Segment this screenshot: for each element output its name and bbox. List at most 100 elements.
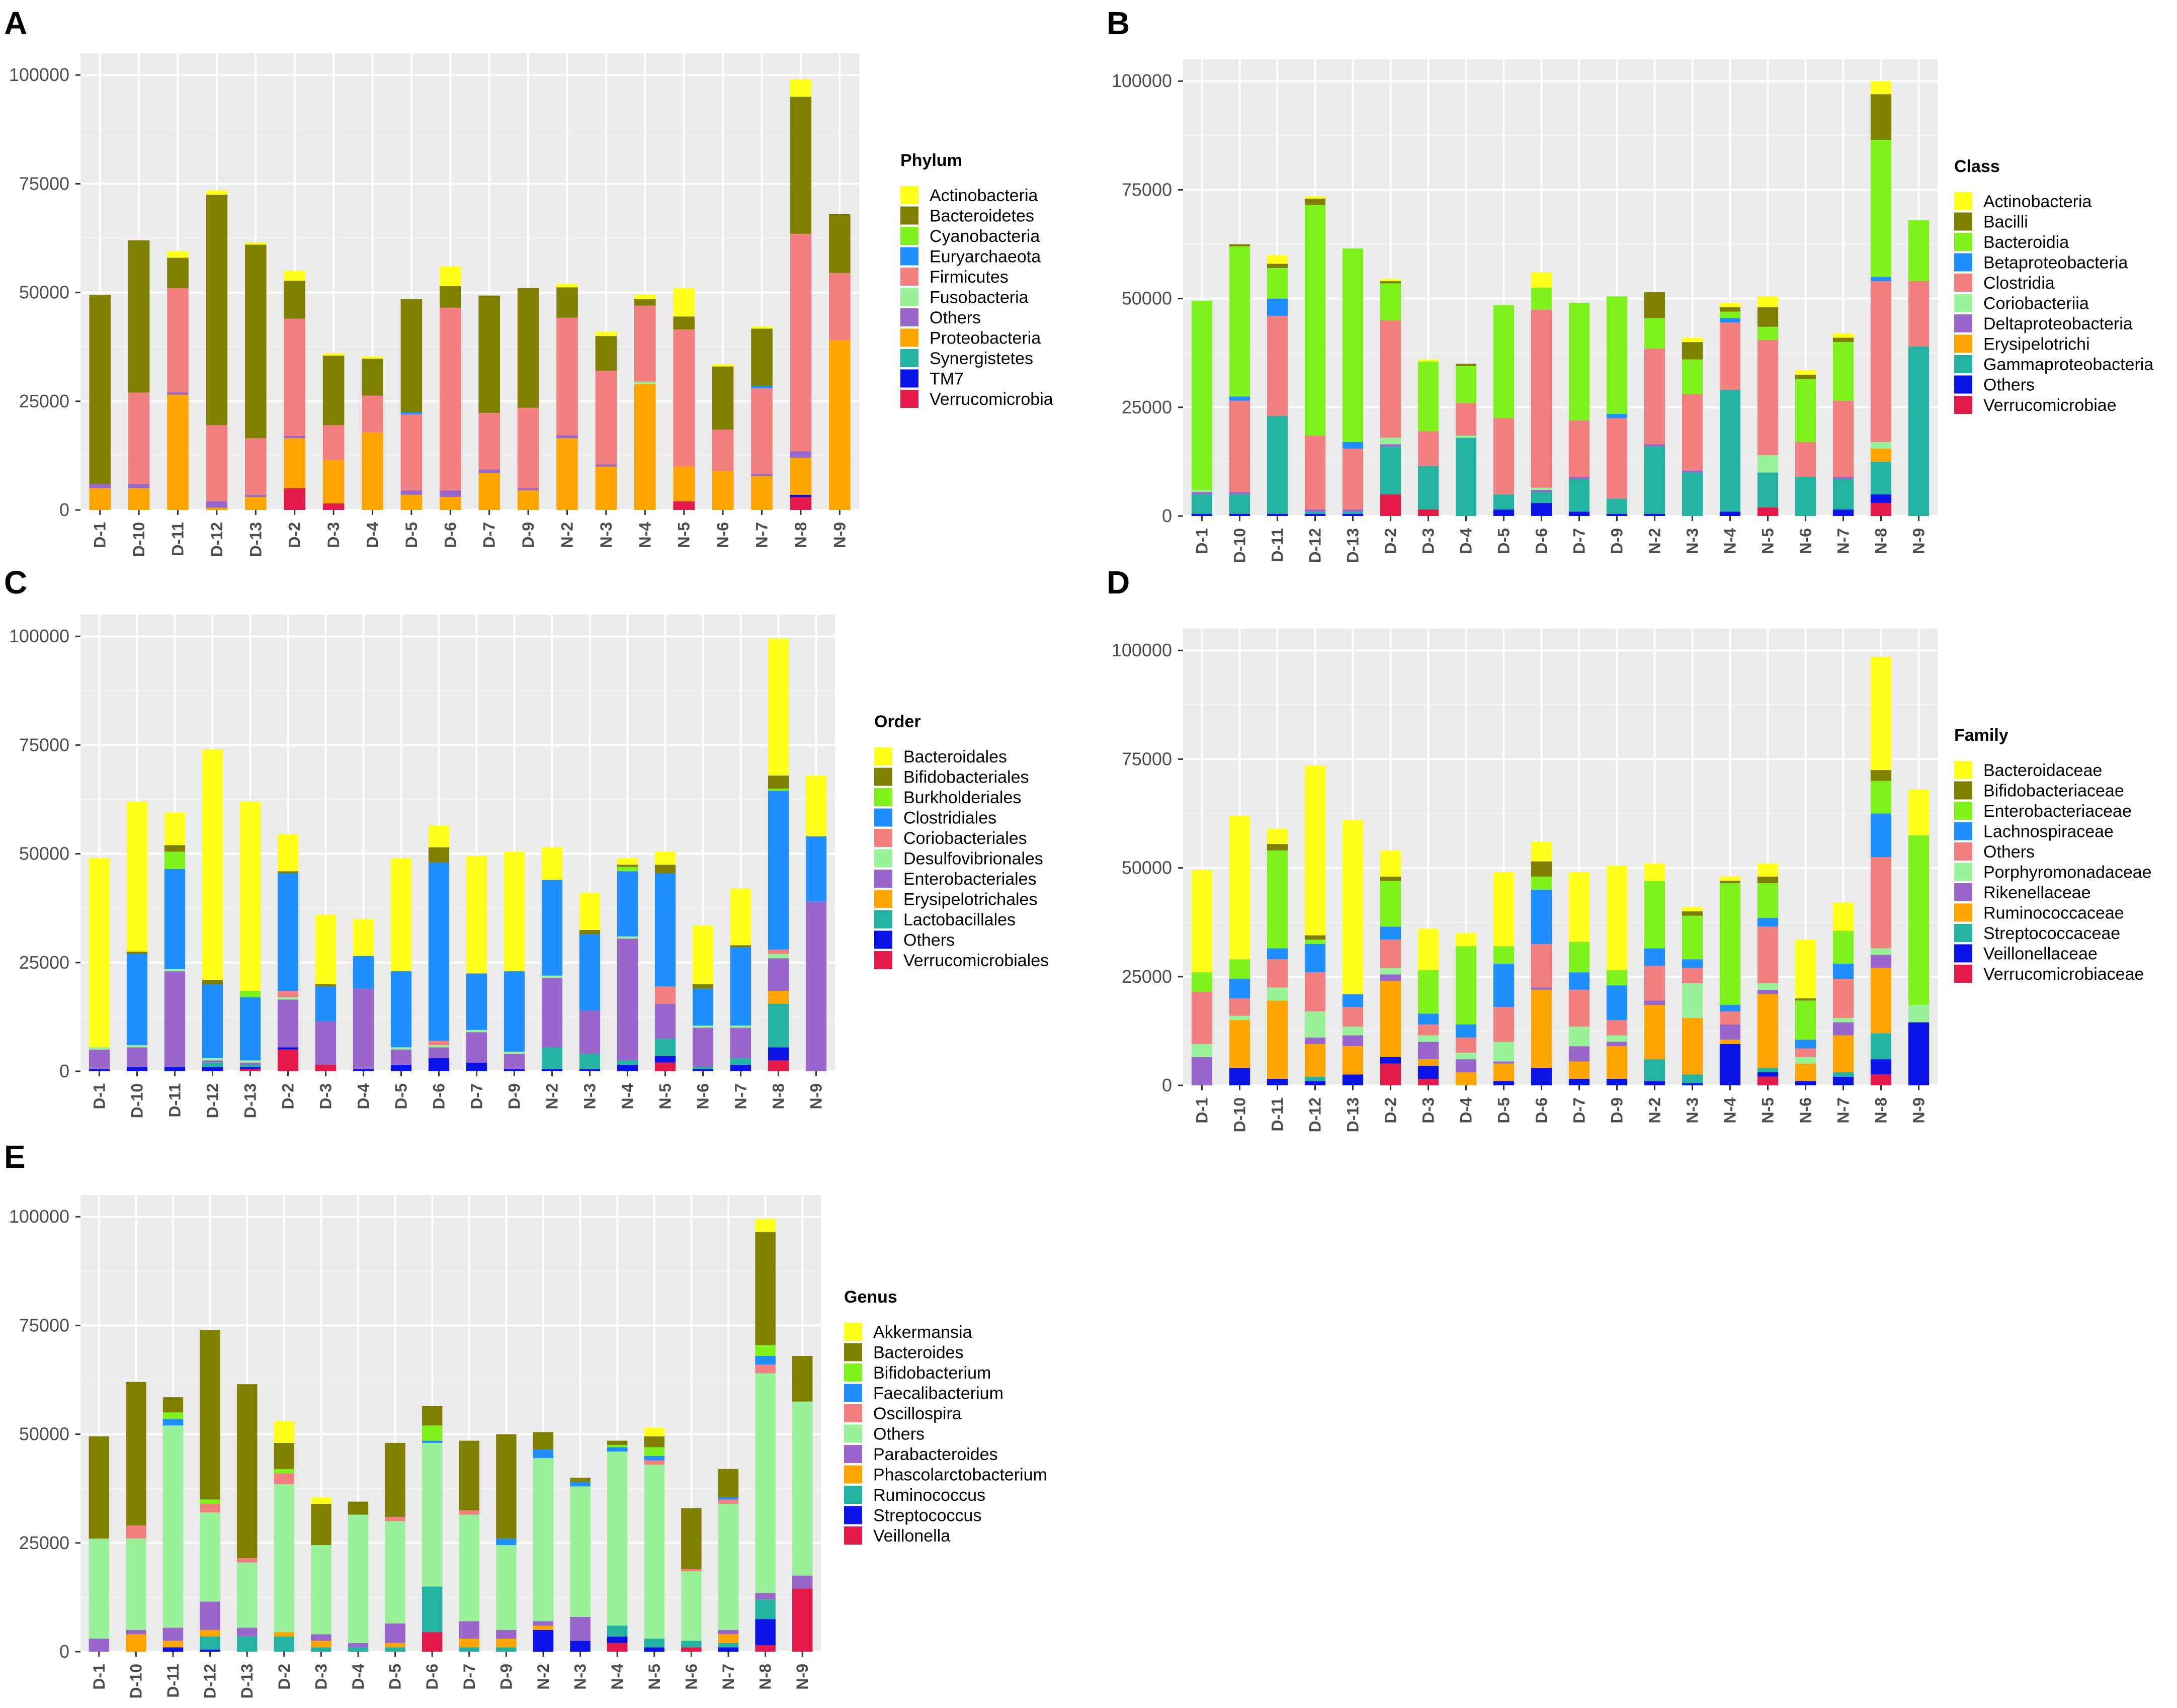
bar-segment-bacteroides xyxy=(644,1436,665,1447)
bar-segment-bacteroidia xyxy=(1342,248,1364,442)
legend-title: Genus xyxy=(844,1288,897,1307)
bar-segment-proteobacteria xyxy=(751,476,773,510)
plot-background xyxy=(80,53,859,510)
legend-label: Clostridia xyxy=(1983,274,2055,293)
bar-segment-others xyxy=(245,494,267,497)
bar-segment-porphyromonadaceae xyxy=(1191,1044,1213,1057)
bar-segment-deltaproteobacteria xyxy=(1342,509,1364,512)
bar-segment-enterobacteriales xyxy=(466,1032,487,1063)
legend-swatch xyxy=(1954,233,1972,251)
bar-segment-verrucomicrobia xyxy=(322,503,345,510)
legend-swatch xyxy=(844,1465,862,1484)
x-tick-label: N-9 xyxy=(793,1664,811,1690)
bar-segment-proteobacteria xyxy=(206,507,228,510)
bar-segment-bacteroidetes xyxy=(712,366,734,430)
bar-segment-ruminococcaceae xyxy=(1757,994,1779,1068)
bar-segment-bacteroidia xyxy=(1757,326,1779,340)
bar-segment-bifidobacterium xyxy=(755,1345,776,1356)
bar-segment-rikenellaceae xyxy=(1417,1042,1439,1060)
bar-segment-bacteroidaceae xyxy=(1606,866,1628,970)
bar-segment-enterobacteriaceae xyxy=(1870,781,1892,814)
bar-segment-proteobacteria xyxy=(517,490,539,510)
bar-segment-porphyromonadaceae xyxy=(1342,1027,1364,1036)
bar-segment-oscillospira xyxy=(236,1558,258,1563)
bar-segment-parabacteroides xyxy=(755,1593,776,1600)
bar-segment-clostridia xyxy=(1493,418,1515,494)
bar-segment-bacteroidetes xyxy=(595,336,617,371)
bar-segment-enterobacteriales xyxy=(126,1047,148,1067)
bar-segment-others xyxy=(385,1521,405,1624)
x-tick-label: N-9 xyxy=(1910,1097,1928,1124)
bar-segment-proteobacteria xyxy=(673,466,695,501)
y-tick-label: 75000 xyxy=(19,734,69,755)
bar-segment-clostridia xyxy=(1795,442,1816,477)
bar-segment-actinobacteria xyxy=(634,294,656,299)
panel-letter: D xyxy=(1107,564,1130,601)
bar-segment-actinobacteria xyxy=(790,79,812,97)
bar-segment-bacteroidales xyxy=(466,856,487,974)
bar-segment-verrucomicrobiales xyxy=(239,1069,261,1071)
bar-segment-proteobacteria xyxy=(790,458,812,495)
x-tick-label: D-11 xyxy=(164,1664,182,1698)
bar-segment-porphyromonadaceae xyxy=(1304,1011,1326,1038)
bar-segment-bacteroides xyxy=(496,1434,517,1539)
legend-label: Firmicutes xyxy=(930,268,1009,287)
bar-segment-betaproteobacteria xyxy=(1229,396,1250,401)
x-tick-label: D-7 xyxy=(480,522,498,548)
x-tick-label: D-7 xyxy=(1570,1097,1588,1124)
bar-segment-others xyxy=(1493,509,1515,516)
bar-segment-bifidobacteriaceae xyxy=(1719,881,1741,883)
y-tick-label: 50000 xyxy=(19,843,69,864)
legend-swatch xyxy=(1954,903,1972,922)
bar-segment-actinobacteria xyxy=(284,271,305,281)
bar-segment-bacteroidales xyxy=(428,825,450,847)
bar-segment-faecalibacterium xyxy=(644,1456,665,1461)
bar-segment-bacteroidales xyxy=(504,851,525,972)
plot-background xyxy=(1183,629,1938,1085)
bar-segment-veillonellaceae xyxy=(1606,1079,1628,1085)
bar-segment-enterobacteriaceae xyxy=(1757,883,1779,918)
legend-swatch xyxy=(844,1363,862,1382)
bar-segment-actinobacteria xyxy=(206,190,228,195)
bar-segment-phascolarctobacterium xyxy=(126,1634,146,1652)
bar-segment-clostridia xyxy=(1908,281,1930,347)
bar-segment-ruminococcaceae xyxy=(1267,1000,1288,1079)
bar-segment-others xyxy=(617,1065,638,1071)
bar-segment-burkholderiales xyxy=(239,991,261,997)
bar-segment-enterobacteriaceae xyxy=(1531,876,1552,890)
legend-swatch xyxy=(844,1424,862,1443)
bar-segment-akkermansia xyxy=(644,1427,665,1436)
y-tick-label: 25000 xyxy=(19,1532,69,1553)
x-tick-label: D-6 xyxy=(441,522,459,548)
bar-segment-phascolarctobacterium xyxy=(200,1630,220,1637)
bar-segment-porphyromonadaceae xyxy=(1417,1035,1439,1042)
bar-segment-others xyxy=(1380,940,1401,968)
x-tick-label: D-12 xyxy=(1306,528,1324,563)
legend-swatch xyxy=(1954,396,1972,414)
bar-segment-bacteroidetes xyxy=(206,195,228,425)
bar-segment-others xyxy=(1682,968,1703,983)
bar-segment-verrucomicrobiaceae xyxy=(1757,1076,1779,1085)
x-tick-label: N-8 xyxy=(770,1083,788,1109)
y-tick-label: 0 xyxy=(1162,1075,1172,1095)
bar-segment-bacteroidia xyxy=(1229,246,1250,397)
legend-swatch xyxy=(900,390,918,408)
bar-segment-enterobacteriales xyxy=(202,1060,223,1063)
bar-segment-ruminococcaceae xyxy=(1229,1020,1250,1068)
bar-segment-proteobacteria xyxy=(167,394,189,510)
x-tick-label: D-13 xyxy=(238,1664,256,1698)
bar-segment-lachnospiraceae xyxy=(1267,948,1288,960)
bar-segment-streptococcaceae xyxy=(1870,1033,1892,1060)
bar-segment-others xyxy=(466,1062,487,1071)
bar-segment-firmicutes xyxy=(673,329,695,467)
bar-segment-others xyxy=(570,1486,591,1617)
bar-segment-rikenellaceae xyxy=(1606,1042,1628,1047)
bar-segment-ruminococcus xyxy=(274,1636,295,1652)
bar-segment-others xyxy=(1606,1020,1628,1036)
bar-segment-firmicutes xyxy=(829,273,851,340)
bar-segment-streptococcus xyxy=(570,1641,591,1652)
bar-segment-rikenellaceae xyxy=(1870,955,1892,968)
bar-segment-faecalibacterium xyxy=(718,1497,739,1500)
bar-segment-clostridiales xyxy=(390,971,412,1048)
bar-segment-others xyxy=(692,1069,714,1071)
